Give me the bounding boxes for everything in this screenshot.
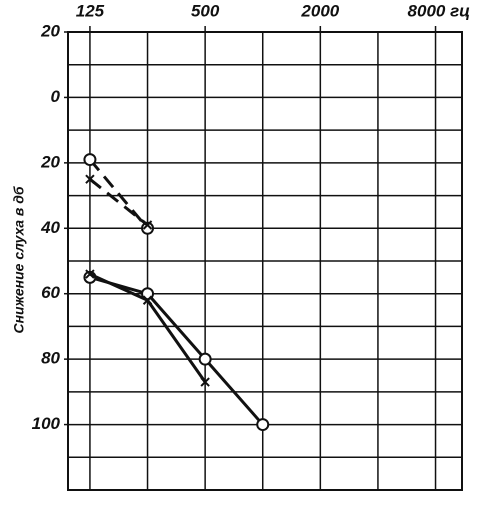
series-line	[88, 158, 149, 230]
y-tick-label: 20	[40, 21, 60, 40]
point	[198, 352, 212, 366]
point	[83, 153, 97, 167]
x-tick-label: 125	[76, 1, 105, 20]
series-line	[89, 275, 264, 426]
point	[85, 269, 95, 279]
y-tick-label: 100	[32, 414, 61, 433]
point	[85, 174, 95, 184]
point	[142, 295, 153, 305]
y-tick-label: 20	[40, 152, 60, 171]
point	[141, 221, 155, 235]
series-line	[89, 178, 149, 227]
point	[256, 418, 270, 432]
y-tick-label: 40	[40, 218, 60, 237]
x-tick-label: 8000 гц	[408, 1, 471, 20]
point	[142, 220, 153, 230]
x-tick-label: 500	[191, 1, 220, 20]
x-tick-label: 2000	[300, 1, 339, 20]
y-axis-label: Снижение слуха в дб	[11, 186, 27, 333]
y-tick-label: 60	[41, 283, 60, 302]
point	[200, 377, 210, 387]
y-tick-label: 0	[51, 87, 61, 106]
y-tick-label: 80	[41, 349, 60, 368]
